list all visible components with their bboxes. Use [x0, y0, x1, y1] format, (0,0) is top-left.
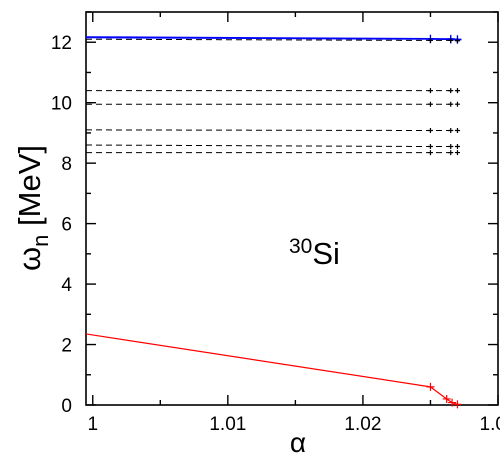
y-tick-label: 10 [51, 94, 72, 115]
series-4 [86, 101, 460, 107]
data-point-marker [448, 398, 457, 407]
x-tick-label: 1.01 [209, 414, 246, 435]
data-point-marker [448, 37, 454, 43]
y-tick-label: 8 [61, 154, 72, 175]
y-axis-title-main: ω [12, 247, 47, 271]
series-line [85, 38, 458, 42]
data-point-marker [426, 382, 435, 391]
x-tick-label: 1.02 [344, 414, 381, 435]
y-tick-label: 4 [61, 275, 72, 296]
data-point-marker [454, 38, 460, 44]
data-point-marker [427, 37, 433, 43]
series-line [85, 144, 458, 148]
data-point-marker [454, 101, 460, 107]
data-point-marker [453, 400, 462, 409]
y-axis-title-rest: [MeV] [12, 145, 47, 235]
y-tick-label: 0 [61, 396, 72, 417]
data-point-marker [427, 144, 433, 150]
data-point-marker [448, 144, 454, 150]
y-axis-title: ωn [MeV] [12, 145, 53, 271]
isotope-annotation: 30Si [289, 235, 340, 271]
data-point-marker [427, 101, 433, 107]
plot-frame [85, 11, 499, 406]
series-5 [85, 128, 460, 134]
isotope-mass-number: 30 [289, 235, 312, 258]
series-2 [85, 37, 460, 44]
y-tick-label: 12 [51, 33, 72, 54]
y-tick-label: 2 [61, 336, 72, 357]
data-point-marker [448, 150, 454, 156]
series-6 [85, 144, 460, 150]
data-point-marker [448, 88, 454, 94]
series-line [85, 129, 458, 131]
data-point-marker [454, 88, 460, 94]
data-point-marker [427, 128, 433, 134]
series-3 [86, 88, 460, 94]
x-axis-title: α [290, 427, 306, 454]
x-tick-label: 1.03 [480, 414, 500, 435]
data-point-marker [427, 88, 433, 94]
series-7 [86, 150, 460, 156]
series-8 [85, 333, 462, 409]
series-line [85, 333, 458, 405]
data-point-marker [427, 150, 433, 156]
tick-labels: 1 1.01 1.02 1.03 0 2 4 6 8 10 12 [51, 33, 500, 435]
data-point-marker [448, 101, 454, 107]
data-point-marker [454, 150, 460, 156]
x-tick-label: 1 [87, 414, 98, 435]
data-point-marker [454, 144, 460, 150]
axis-ticks [86, 11, 499, 406]
y-tick-label: 6 [61, 215, 72, 236]
plot-series [85, 34, 462, 409]
data-point-marker [442, 394, 451, 403]
data-point-marker [448, 128, 454, 134]
y-axis-title-sub: n [28, 235, 53, 247]
data-point-marker [454, 128, 460, 134]
isotope-element: Si [312, 236, 340, 271]
